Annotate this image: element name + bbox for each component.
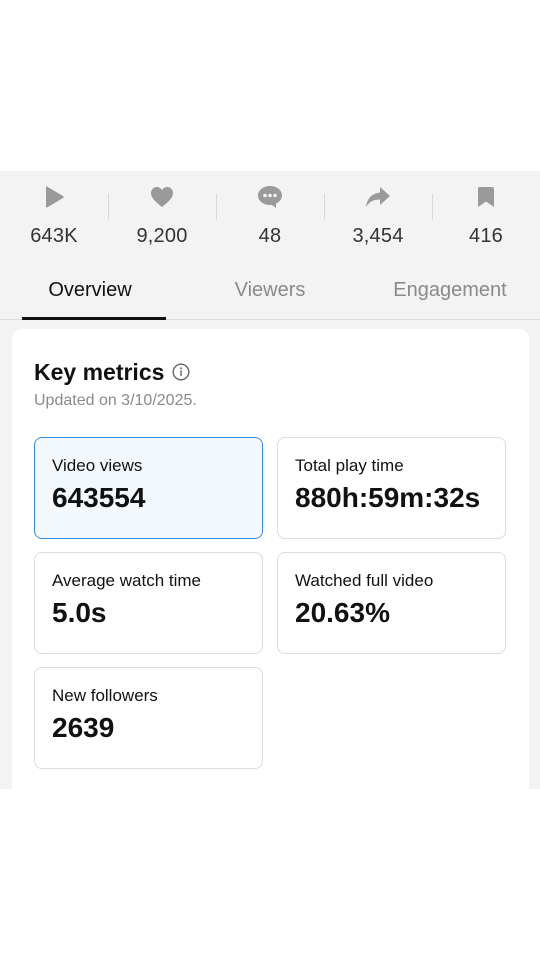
metric-value: 880h:59m:32s [295, 482, 481, 513]
metric-label: Video views [52, 456, 143, 475]
comment-icon [257, 184, 283, 210]
bookmark-icon [473, 184, 499, 210]
tab-engagement[interactable]: Engagement [360, 267, 540, 319]
stat-shares: 3,454 [324, 171, 432, 261]
key-metrics-title: Key metrics [34, 359, 165, 385]
metric-new-followers[interactable]: New followers 2639 [34, 667, 263, 769]
tab-overview-label: Overview [48, 279, 132, 301]
key-metrics-card: Key metrics Updated on 3/10/2025. Video … [12, 329, 529, 799]
stat-divider [216, 194, 217, 220]
analytics-tabs: Overview Viewers Engagement [0, 267, 540, 320]
metric-label: Watched full video [295, 571, 434, 590]
share-icon [365, 184, 391, 210]
metric-label: Total play time [295, 456, 404, 475]
metric-value: 2639 [52, 712, 115, 743]
metric-video-views[interactable]: Video views 643554 [34, 437, 263, 539]
stat-likes: 9,200 [108, 171, 216, 261]
stat-likes-value: 9,200 [136, 225, 188, 247]
metric-label: Average watch time [52, 571, 201, 590]
stat-divider [324, 194, 325, 220]
tab-overview[interactable]: Overview [0, 267, 180, 320]
metric-label: New followers [52, 686, 158, 705]
tab-engagement-label: Engagement [393, 279, 507, 301]
stat-divider [432, 194, 433, 220]
metric-watched-full-video[interactable]: Watched full video 20.63% [277, 552, 506, 654]
updated-date: Updated on 3/10/2025. [34, 392, 197, 409]
stat-saves-value: 416 [469, 225, 503, 247]
metric-average-watch-time[interactable]: Average watch time 5.0s [34, 552, 263, 654]
metric-value: 20.63% [295, 597, 390, 628]
stat-saves: 416 [432, 171, 540, 261]
play-icon [41, 184, 67, 210]
stat-divider [108, 194, 109, 220]
info-icon[interactable] [172, 363, 190, 381]
tab-viewers-label: Viewers [234, 279, 306, 301]
stat-comments: 48 [216, 171, 324, 261]
metric-value: 643554 [52, 482, 146, 513]
analytics-panel: 643K 9,200 48 3,454 [0, 171, 540, 799]
tab-viewers[interactable]: Viewers [180, 267, 360, 319]
stat-comments-value: 48 [258, 225, 282, 247]
stats-bar: 643K 9,200 48 3,454 [0, 171, 540, 261]
active-tab-indicator [22, 317, 166, 320]
stat-views: 643K [0, 171, 108, 261]
stat-shares-value: 3,454 [352, 225, 404, 247]
metric-total-play-time[interactable]: Total play time 880h:59m:32s [277, 437, 506, 539]
metric-value: 5.0s [52, 597, 107, 628]
stat-views-value: 643K [30, 225, 78, 247]
heart-icon [149, 184, 175, 210]
